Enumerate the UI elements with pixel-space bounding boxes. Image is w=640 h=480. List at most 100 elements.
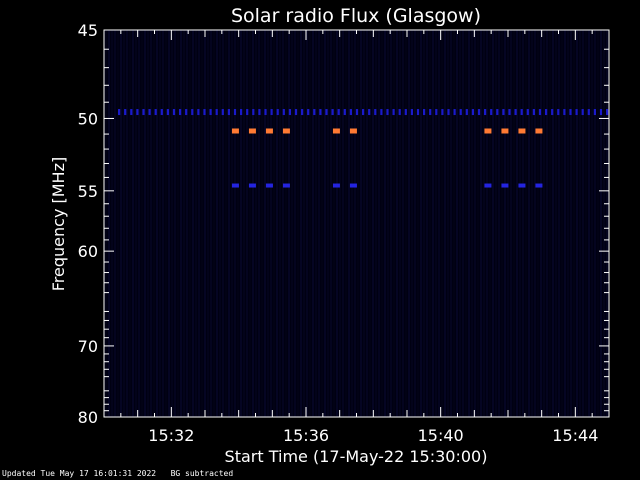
band-54.6-mhz [231, 183, 543, 188]
band-mark [313, 109, 316, 116]
band-mark [459, 109, 462, 116]
band-mark [484, 183, 492, 188]
band-mark [575, 109, 578, 116]
band-mark [404, 109, 407, 116]
plot-background [104, 30, 609, 417]
band-mark [386, 109, 389, 116]
band-mark [331, 109, 334, 116]
band-mark [166, 109, 169, 116]
y-tick-label: 45 [78, 21, 98, 40]
band-mark [520, 109, 523, 116]
band-mark [380, 109, 383, 116]
band-mark [557, 109, 560, 116]
band-mark [518, 183, 526, 188]
band-mark [337, 109, 340, 116]
band-mark [355, 109, 359, 116]
band-mark [301, 109, 304, 116]
band-mark [294, 109, 298, 116]
band-mark [265, 183, 273, 188]
x-tick-label: 15:40 [418, 426, 464, 445]
band-mark [502, 109, 505, 116]
band-mark [518, 128, 526, 134]
band-mark [130, 109, 133, 116]
band-mark [349, 183, 357, 188]
band-mark [490, 109, 493, 116]
band-mark [118, 109, 121, 116]
band-mark [538, 109, 542, 116]
band-mark [526, 109, 529, 116]
band-mark [231, 128, 239, 134]
band-mark [246, 109, 249, 116]
band-mark [368, 109, 371, 116]
band-mark [240, 109, 243, 116]
band-mark [248, 128, 256, 134]
band-mark [514, 109, 517, 116]
band-mark [282, 183, 290, 188]
band-49.6-mhz [118, 109, 609, 116]
y-tick-label: 80 [78, 408, 98, 427]
band-mark [532, 109, 535, 116]
band-mark [477, 109, 481, 116]
band-mark [231, 183, 239, 188]
band-mark [484, 128, 492, 134]
band-50.8-mhz [231, 128, 543, 134]
band-mark [270, 109, 273, 116]
band-mark [410, 109, 413, 116]
band-mark [535, 183, 543, 188]
y-tick-label: 70 [78, 337, 98, 356]
band-mark [191, 109, 194, 116]
y-tick-label: 55 [78, 182, 98, 201]
x-axis-label: Start Time (17-May-22 15:30:00) [225, 447, 488, 466]
band-mark [276, 109, 279, 116]
x-tick-label: 15:36 [283, 426, 329, 445]
band-mark [606, 109, 609, 116]
band-mark [508, 109, 511, 116]
band-mark [221, 109, 224, 116]
band-mark [563, 109, 566, 116]
band-mark [501, 128, 509, 134]
band-mark [545, 109, 548, 116]
band-mark [203, 109, 206, 116]
band-mark [319, 109, 322, 116]
y-axis-label: Frequency [MHz] [49, 157, 68, 291]
band-mark [160, 109, 163, 116]
band-mark [288, 109, 291, 116]
band-mark [209, 109, 212, 116]
band-mark [252, 109, 255, 116]
band-mark [142, 109, 145, 116]
band-mark [535, 128, 543, 134]
y-tick-label: 60 [78, 242, 98, 261]
band-mark [215, 109, 218, 116]
band-mark [453, 109, 456, 116]
band-mark [374, 109, 377, 116]
band-mark [551, 109, 554, 116]
band-mark [148, 109, 151, 116]
band-mark [392, 109, 395, 116]
band-mark [587, 109, 590, 116]
band-mark [264, 109, 267, 116]
update-footer: Updated Tue May 17 16:01:31 2022 BG subt… [2, 469, 234, 478]
band-mark [248, 183, 256, 188]
band-mark [233, 109, 237, 116]
band-mark [429, 109, 432, 116]
band-mark [282, 128, 290, 134]
band-mark [416, 109, 420, 116]
band-mark [484, 109, 487, 116]
band-mark [441, 109, 444, 116]
band-mark [282, 109, 285, 116]
band-mark [349, 109, 352, 116]
band-mark [172, 109, 176, 116]
band-mark [332, 183, 340, 188]
band-mark [496, 109, 499, 116]
band-mark [332, 128, 340, 134]
band-mark [581, 109, 584, 116]
band-mark [197, 109, 200, 116]
band-mark [154, 109, 157, 116]
band-mark [185, 109, 188, 116]
band-mark [599, 109, 603, 116]
y-tick-label: 50 [78, 109, 98, 128]
band-mark [398, 109, 401, 116]
band-mark [307, 109, 310, 116]
band-mark [435, 109, 438, 116]
band-mark [179, 109, 182, 116]
